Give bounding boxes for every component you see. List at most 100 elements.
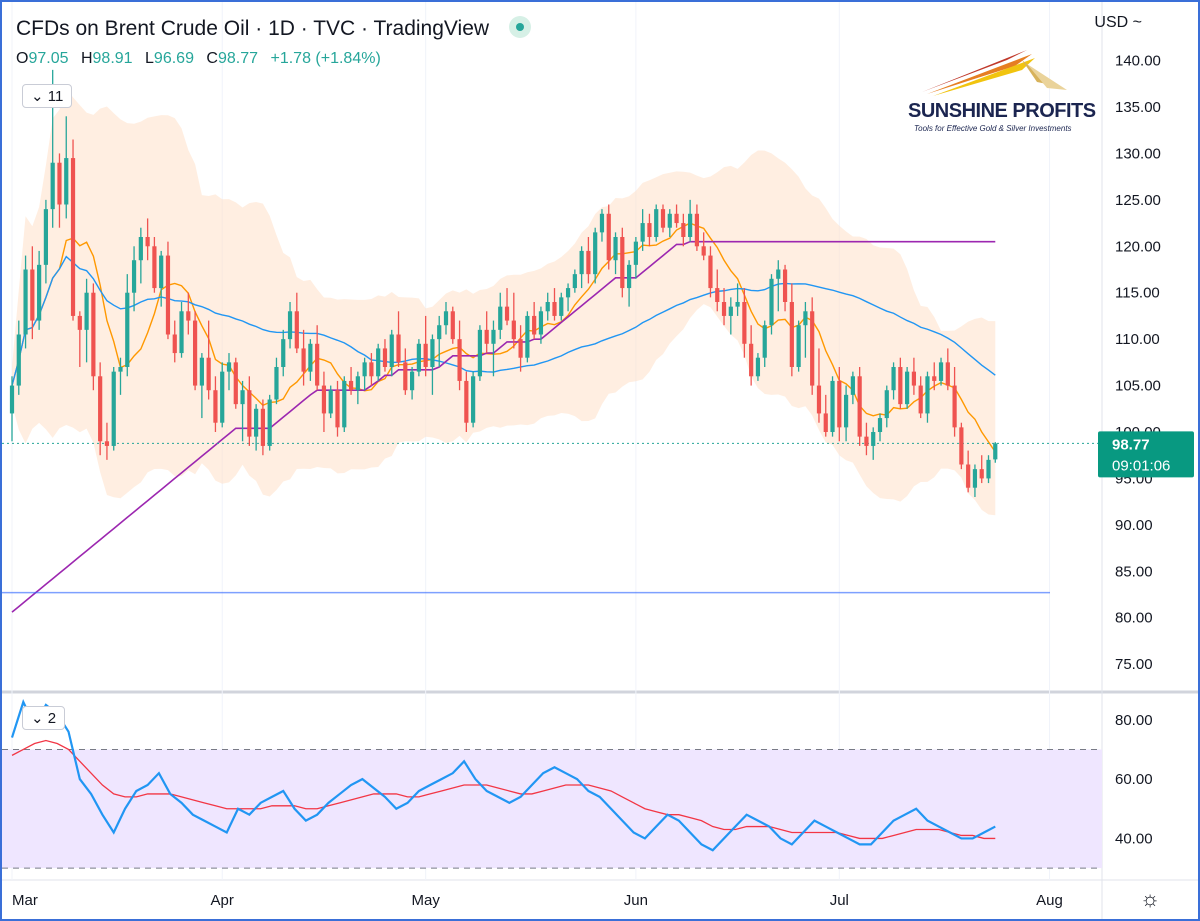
candle-body <box>586 250 591 275</box>
candle-body <box>945 362 950 386</box>
candle-body <box>654 209 659 237</box>
candle-body <box>335 390 340 428</box>
candle-body <box>823 413 828 432</box>
candle-body <box>443 311 449 326</box>
candle-body <box>98 376 103 442</box>
candle-body <box>993 443 998 460</box>
candle-body <box>23 269 28 335</box>
price-axis-label: 80.00 <box>1115 610 1153 627</box>
candle-body <box>484 329 489 344</box>
chevron-down-icon: ⌄ <box>31 710 44 727</box>
candle-body <box>694 213 700 247</box>
candle-body <box>301 348 306 372</box>
price-axis-label: 105.00 <box>1115 378 1161 395</box>
market-open-icon <box>509 16 532 38</box>
candle-body <box>884 390 889 419</box>
candle-body <box>769 278 774 326</box>
candle-body <box>16 334 21 386</box>
candle-body <box>342 380 347 428</box>
candle-body <box>843 394 849 428</box>
candle-body <box>498 306 503 330</box>
candle-body <box>891 367 896 391</box>
candle-body <box>905 371 910 405</box>
candle-body <box>850 376 855 395</box>
candle-body <box>233 362 238 405</box>
candle-body <box>674 213 679 224</box>
candle-body <box>125 292 130 367</box>
candle-body <box>667 213 672 228</box>
candle-body <box>138 237 143 261</box>
rsi-ma-line <box>11 739 996 840</box>
candle-body <box>43 209 49 265</box>
close-value: 98.77 <box>217 50 259 67</box>
candle-body <box>362 362 367 377</box>
candle-body <box>165 255 171 335</box>
candle-body <box>226 362 232 372</box>
candle-body <box>864 436 869 446</box>
candle-body <box>9 385 15 414</box>
candle-body <box>606 213 611 261</box>
currency-selector[interactable]: USD ~ <box>1094 14 1142 31</box>
time-axis-label-jun: Jun <box>624 892 648 909</box>
candle-body <box>640 223 645 242</box>
rsi-indicator-toggle[interactable]: ⌄ 2 <box>22 706 66 730</box>
candle-body <box>918 385 923 414</box>
fast-moving-average-line <box>11 222 996 453</box>
candle-body <box>376 348 381 377</box>
slow-moving-average-line <box>11 255 996 386</box>
candle-body <box>240 390 245 405</box>
candle-body <box>450 311 455 340</box>
candle-body <box>932 376 937 381</box>
candle-body <box>565 288 571 298</box>
candle-body <box>986 459 991 479</box>
candle-body <box>186 311 191 321</box>
candle-body <box>715 288 720 302</box>
candle-body <box>966 464 971 488</box>
chevron-down-icon: ⌄ <box>31 88 44 105</box>
candle-body <box>159 255 164 289</box>
chart-title: CFDs on Brent Crude Oil · 1D · TVC · Tra… <box>16 16 532 41</box>
candle-body <box>525 315 530 358</box>
candle-body <box>620 237 625 289</box>
low-label: L <box>145 50 154 67</box>
settings-gear-icon[interactable]: ☼ <box>1140 886 1161 911</box>
candle-body <box>328 390 333 414</box>
candle-body <box>721 302 727 316</box>
candle-body <box>660 209 666 228</box>
candle-body <box>145 237 150 247</box>
candle-body <box>437 325 442 340</box>
rsi-axis-label: 80.00 <box>1115 712 1153 729</box>
candle-body <box>206 357 211 391</box>
candle-body <box>857 376 862 437</box>
candle-body <box>755 357 761 377</box>
candle-body <box>477 329 483 377</box>
candle-body <box>77 315 82 330</box>
time-axis-label-may: May <box>411 892 440 909</box>
candle-body <box>247 390 252 437</box>
price-axis-label: 140.00 <box>1115 53 1161 70</box>
candle-body <box>294 311 299 349</box>
price-axis-label: 75.00 <box>1115 656 1153 673</box>
change-value: +1.78 (+1.84%) <box>270 50 381 67</box>
candle-body <box>281 339 286 367</box>
candle-body <box>803 311 808 326</box>
candle-body <box>369 362 374 377</box>
candle-body <box>552 302 557 316</box>
candle-body <box>389 334 394 367</box>
time-axis-label-aug: Aug <box>1036 892 1063 909</box>
candle-body <box>274 367 279 400</box>
candle-body <box>308 343 313 372</box>
candle-body <box>430 339 435 367</box>
candle-body <box>403 362 408 391</box>
last-price-marker <box>1098 431 1194 478</box>
price-axis-label: 85.00 <box>1115 563 1153 580</box>
indicators-toggle[interactable]: ⌄ 11 <box>22 84 73 108</box>
candle-body <box>776 269 781 279</box>
candle-body <box>111 371 116 446</box>
bar-countdown: 09:01:06 <box>1112 457 1170 474</box>
candle-body <box>735 302 740 307</box>
candle-body <box>708 255 713 289</box>
candle-body <box>179 311 184 354</box>
candle-body <box>348 380 354 391</box>
